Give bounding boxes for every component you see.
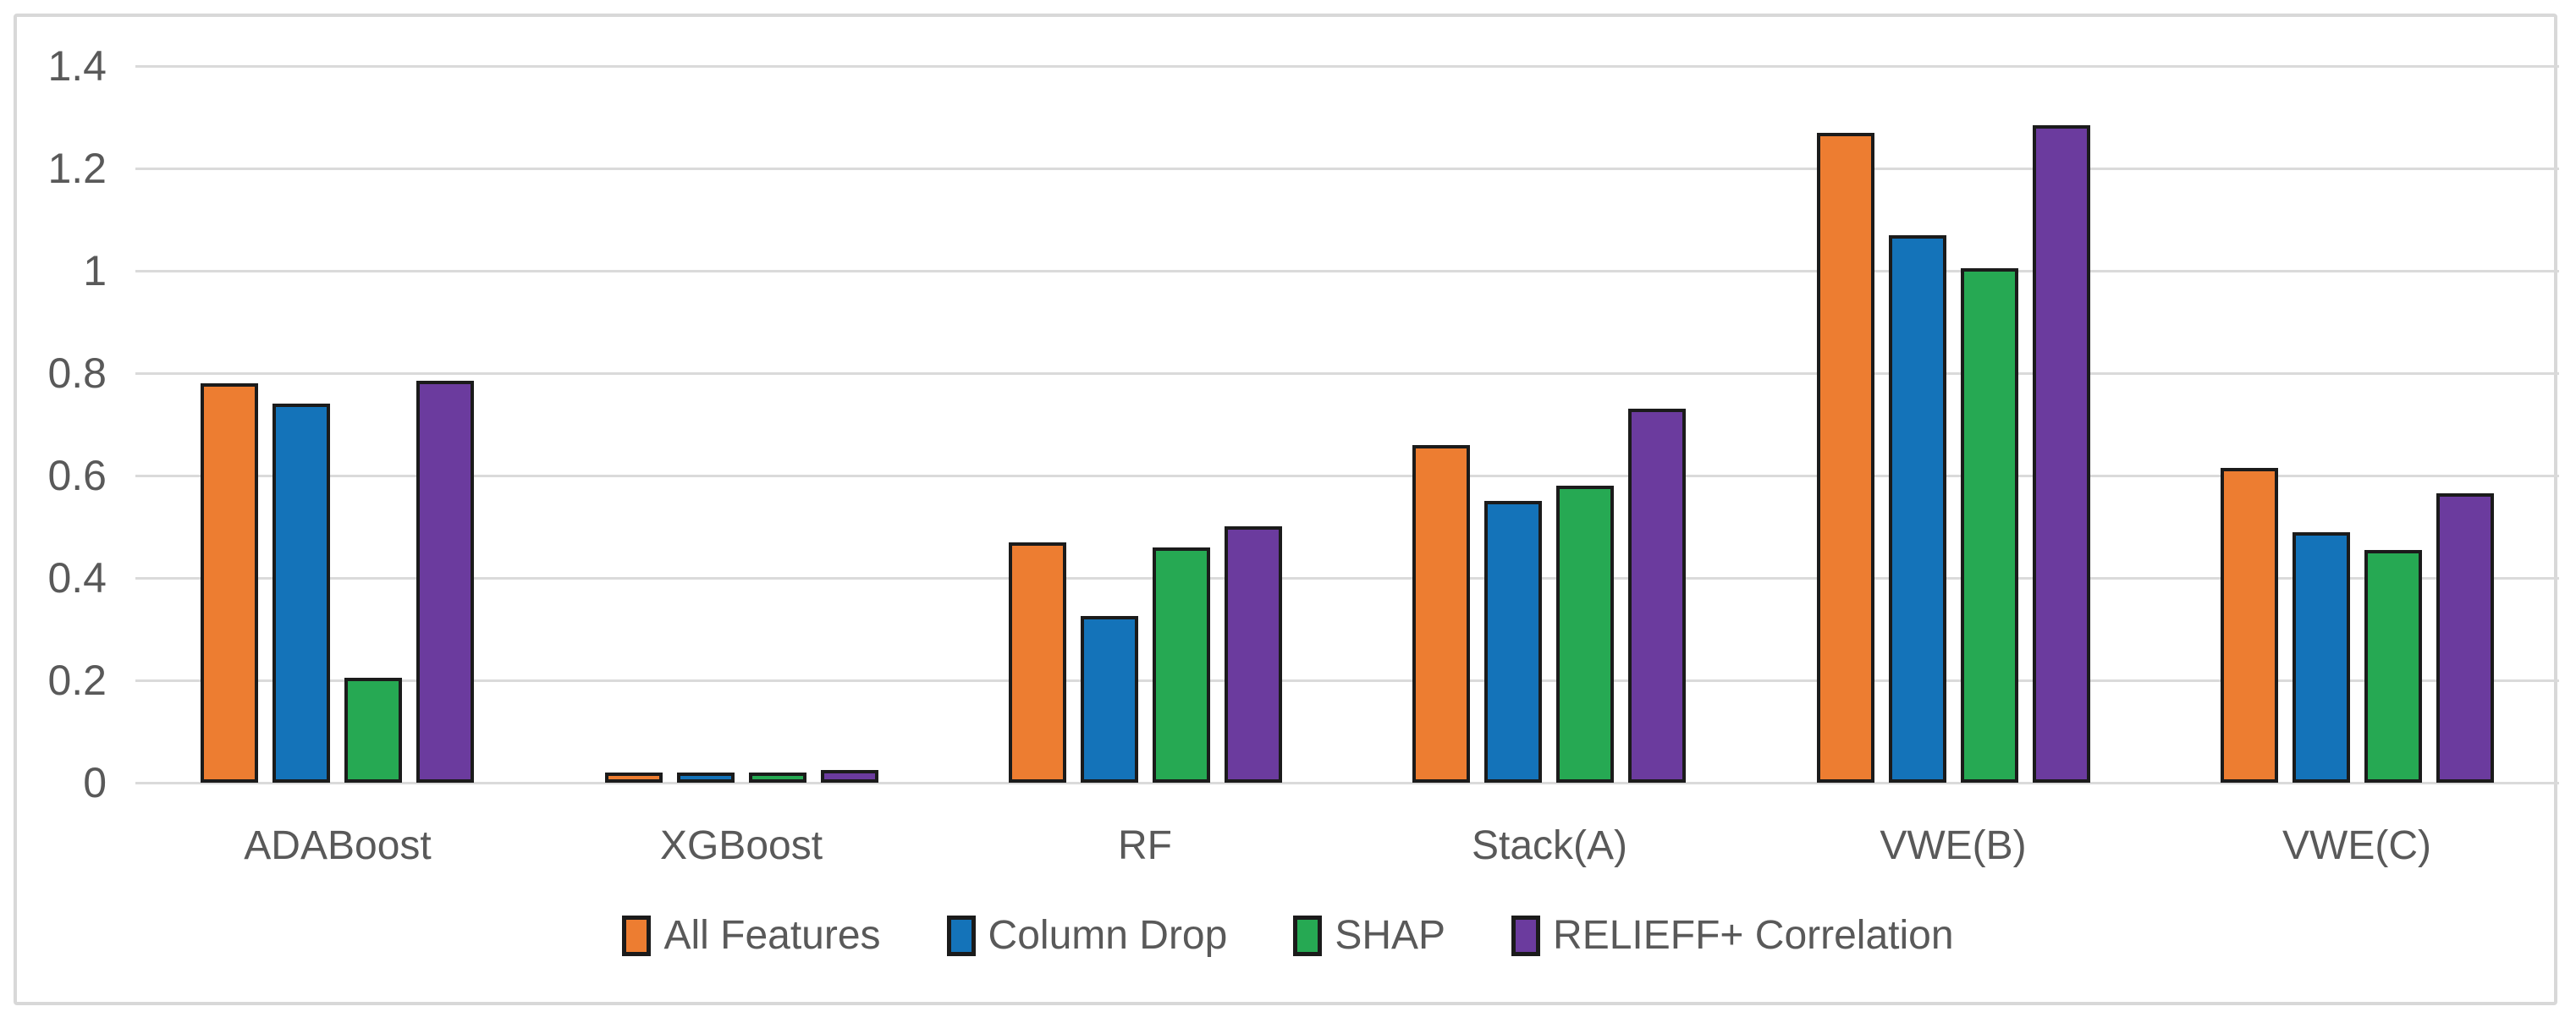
y-axis-tick-label: 1.4 (47, 42, 107, 90)
bar-rf-column-drop (1081, 616, 1138, 783)
legend-swatch-icon (622, 915, 652, 956)
bar-xgboost-shap (749, 773, 806, 783)
bar-rf-relieff-correlation (1225, 526, 1282, 783)
bar-vwe-c-relieff-correlation (2436, 493, 2494, 783)
bar-stack-a-relieff-correlation (1628, 409, 1686, 783)
gridline (135, 64, 2559, 68)
y-axis-tick-label: 0 (83, 759, 107, 806)
gridline (135, 679, 2559, 682)
legend-swatch-icon (1293, 915, 1323, 956)
bar-xgboost-column-drop (677, 773, 735, 783)
bar-vwe-c-column-drop (2293, 532, 2350, 783)
bar-vwe-b-all-features (1817, 133, 1874, 783)
bar-stack-a-shap (1556, 486, 1614, 783)
bar-vwe-b-shap (1961, 268, 2018, 783)
chart-legend: All Features Column Drop SHAP RELIEFF+ Corr… (0, 912, 2576, 959)
legend-label: SHAP (1335, 913, 1446, 958)
bar-vwe-b-column-drop (1889, 235, 1946, 783)
x-axis-category-label: VWE(C) (2282, 823, 2431, 868)
x-axis-category-label: VWE(B) (1880, 823, 2027, 868)
bar-adaboost-relieff-correlation (416, 381, 474, 783)
legend-item-shap: SHAP (1293, 912, 1445, 959)
y-axis-tick-label: 0.8 (47, 349, 107, 397)
bar-adaboost-column-drop (272, 404, 330, 783)
bar-rf-shap (1153, 547, 1210, 783)
legend-swatch-icon (946, 915, 976, 956)
bar-stack-a-column-drop (1484, 501, 1542, 783)
bar-xgboost-relieff-correlation (821, 770, 878, 783)
y-axis-tick-label: 0.2 (47, 657, 107, 704)
x-axis-category-label: XGBoost (659, 823, 823, 868)
gridline (135, 269, 2559, 272)
legend-item-relieff-correlation: RELIEFF+ Correlation (1511, 912, 1954, 959)
bar-vwe-c-shap (2364, 550, 2422, 783)
bar-adaboost-shap (344, 678, 402, 783)
bar-stack-a-all-features (1412, 445, 1470, 783)
legend-item-column-drop: Column Drop (946, 912, 1228, 959)
bar-adaboost-all-features (201, 383, 258, 783)
y-axis-tick-label: 0.6 (47, 452, 107, 499)
bar-vwe-c-all-features (2221, 468, 2278, 783)
y-axis-tick-label: 1.2 (47, 145, 107, 192)
x-axis-category-label: ADABoost (244, 823, 432, 868)
legend-label: RELIEFF+ Correlation (1553, 913, 1954, 958)
x-axis-category-label: RF (1118, 823, 1172, 868)
gridline (135, 371, 2559, 375)
gridline (135, 474, 2559, 477)
x-axis-category-label: Stack(A) (1471, 823, 1628, 868)
bar-xgboost-all-features (605, 773, 663, 783)
legend-item-all-features: All Features (622, 912, 881, 959)
bar-rf-all-features (1009, 542, 1066, 783)
gridline (135, 167, 2559, 170)
gridline (135, 781, 2559, 784)
y-axis-tick-label: 1 (83, 247, 107, 294)
legend-swatch-icon (1511, 915, 1541, 956)
y-axis-tick-label: 0.4 (47, 554, 107, 602)
gridline (135, 576, 2559, 580)
legend-label: All Features (663, 913, 881, 958)
bar-vwe-b-relieff-correlation (2033, 125, 2090, 783)
legend-label: Column Drop (988, 913, 1228, 958)
